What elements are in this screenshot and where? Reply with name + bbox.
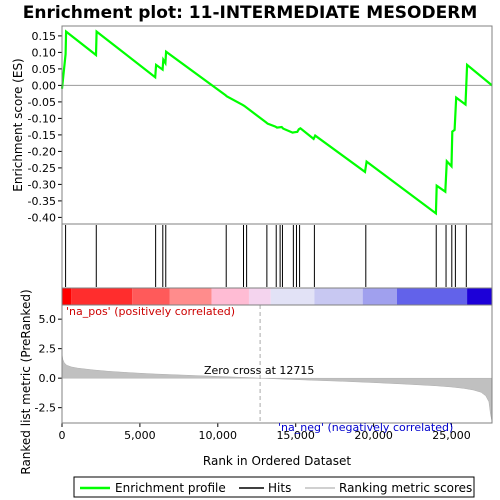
es-ytick-label: -0.05 <box>28 96 56 109</box>
legend-enrichment-label: Enrichment profile <box>115 481 226 495</box>
es-ytick-label: -0.40 <box>28 211 56 224</box>
rank-bar-segment <box>211 288 249 305</box>
zero-cross-label: Zero cross at 12715 <box>204 364 314 377</box>
legend-ranking-label: Ranking metric scores <box>339 481 472 495</box>
rank-ytick-label: -2.5 <box>35 402 56 415</box>
enrichment-profile-line <box>60 29 493 216</box>
hits-panel <box>61 223 493 289</box>
es-ytick-label: -0.35 <box>28 195 56 208</box>
rank-bar-segment <box>169 288 212 305</box>
rank-bar-segment <box>362 288 397 305</box>
hits-frame <box>61 223 493 289</box>
rank-xtick-label: 15,000 <box>276 429 315 442</box>
rank-bar-segment <box>396 288 468 305</box>
rank-bar-segment <box>132 288 170 305</box>
rank-ytick-label: 2.5 <box>39 343 57 356</box>
es-plot-area <box>62 26 492 224</box>
es-ytick-label: -0.10 <box>28 112 56 125</box>
rank-xtick-label: 10,000 <box>199 429 238 442</box>
rank-bar-segment <box>71 288 133 305</box>
es-ytick-label: 0.10 <box>32 46 57 59</box>
rank-xtick-label: 25,000 <box>432 429 471 442</box>
rank-plot-area <box>62 305 492 423</box>
rank-xtick-label: 5,000 <box>124 429 156 442</box>
legend-box <box>73 476 475 498</box>
legend-hits-label: Hits <box>268 481 291 495</box>
rank-bar-segment <box>270 288 315 305</box>
rank-ytick-label: 0.0 <box>39 372 57 385</box>
es-y-axis-title: Enrichment score (ES) <box>11 58 25 191</box>
rank-bar-segment <box>62 288 72 305</box>
na-neg-label: 'na_neg' (negatively correlated) <box>278 421 453 434</box>
hits-lines <box>65 225 467 287</box>
es-ytick-label: -0.25 <box>28 162 56 175</box>
rank-x-axis-title: Rank in Ordered Dataset <box>203 454 351 468</box>
ranking-color-bar <box>61 287 493 306</box>
rank-plot-frame <box>61 304 493 424</box>
rank-x-axis-ticks: 0 5,000 10,000 15,000 20,000 25,000 <box>59 423 471 442</box>
enrichment-score-panel: 0.15 0.10 0.05 0.00 -0.05 -0.10 -0.15 -0.20 -0.2… <box>11 25 493 225</box>
rank-bar-segment <box>248 288 271 305</box>
es-ytick-label: 0.05 <box>32 63 57 76</box>
es-ytick-label: -0.20 <box>28 145 56 158</box>
rank-y-axis-title: Ranked list metric (PreRanked) <box>19 289 33 474</box>
rank-bar-segment <box>467 288 492 305</box>
legend: Enrichment profile Hits Ranking metric s… <box>73 476 475 498</box>
ranking-metric-area <box>61 353 493 422</box>
rank-xtick-label: 20,000 <box>354 429 393 442</box>
na-pos-label: 'na_pos' (positively correlated) <box>66 305 235 318</box>
es-ytick-label: -0.30 <box>28 178 56 191</box>
chart-title: Enrichment plot: 11-INTERMEDIATE MESODER… <box>23 3 477 23</box>
es-ytick-label: 0.00 <box>32 79 57 92</box>
rank-y-axis-ticks: 5.0 2.5 0.0 -2.5 <box>35 313 62 415</box>
ranked-metric-panel: 5.0 2.5 0.0 -2.5 0 5,000 10,000 15,000 20,000 25… <box>19 289 493 475</box>
es-ytick-label: 0.15 <box>32 30 57 43</box>
es-y-axis-ticks: 0.15 0.10 0.05 0.00 -0.05 -0.10 -0.15 -0.20 -0.2… <box>28 30 62 224</box>
rank-ytick-label: 5.0 <box>39 313 57 326</box>
es-ytick-label: -0.15 <box>28 129 56 142</box>
rank-bar-segment <box>314 288 363 305</box>
rank-xtick-label: 0 <box>59 429 66 442</box>
